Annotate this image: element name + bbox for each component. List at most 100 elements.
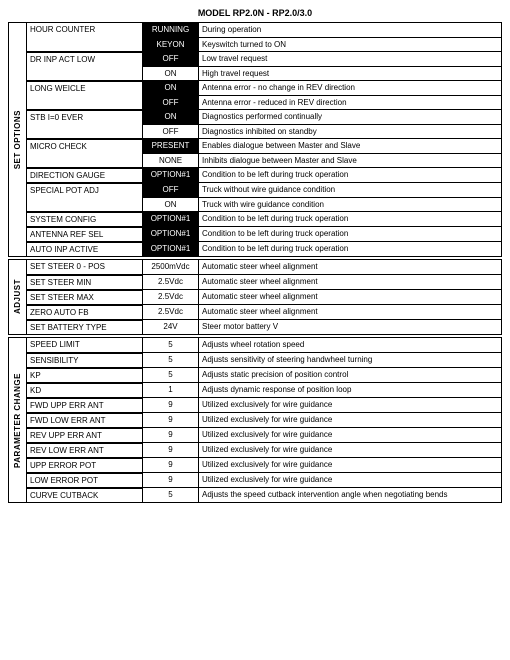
param-row: SET STEER 0 - POS2500mVdcAutomatic steer… <box>27 260 501 274</box>
param-group: SPECIAL POT ADJOFFTruck without wire gui… <box>27 182 501 211</box>
param-row: KD1Adjusts dynamic response of position … <box>27 383 501 397</box>
param-value: ON <box>143 197 199 211</box>
param-row: SET BATTERY TYPE24VSteer motor battery V <box>27 320 501 334</box>
param-row: STB I=0 EVERONDiagnostics performed cont… <box>27 110 501 124</box>
param-value: ON <box>143 110 199 124</box>
param-value: PRESENT <box>143 139 199 153</box>
param-group: LONG WEICLEONAntenna error - no change i… <box>27 80 501 109</box>
param-description: Adjusts sensitivity of steering handwhee… <box>199 353 501 367</box>
param-name: STB I=0 EVER <box>27 110 143 124</box>
param-value: 9 <box>143 428 199 442</box>
param-description: Diagnostics performed continually <box>199 110 501 124</box>
param-name: DIRECTION GAUGE <box>27 168 143 182</box>
param-row: DR INP ACT LOWOFFLow travel request <box>27 52 501 66</box>
param-description: Utilized exclusively for wire guidance <box>199 473 501 487</box>
param-group: STB I=0 EVERONDiagnostics performed cont… <box>27 109 501 138</box>
param-value: ON <box>143 66 199 80</box>
param-group: DIRECTION GAUGEOPTION#1Condition to be l… <box>27 167 501 182</box>
param-value: KEYON <box>143 37 199 51</box>
param-group: SYSTEM CONFIGOPTION#1Condition to be lef… <box>27 211 501 226</box>
param-group: SPEED LIMIT5Adjusts wheel rotation speed <box>27 338 501 352</box>
param-description: During operation <box>199 23 501 37</box>
param-group: UPP ERROR POT9Utilized exclusively for w… <box>27 457 501 472</box>
param-value: 2.5Vdc <box>143 275 199 289</box>
param-group: SET STEER 0 - POS2500mVdcAutomatic steer… <box>27 260 501 274</box>
section-label: PARAMETER CHANGE <box>9 338 27 502</box>
param-group: FWD LOW ERR ANT9Utilized exclusively for… <box>27 412 501 427</box>
param-group: SET STEER MAX2.5VdcAutomatic steer wheel… <box>27 289 501 304</box>
param-description: Truck with wire guidance condition <box>199 197 501 211</box>
param-name: HOUR COUNTER <box>27 23 143 37</box>
param-value: 2500mVdc <box>143 260 199 274</box>
param-row: SET STEER MIN2.5VdcAutomatic steer wheel… <box>27 275 501 289</box>
param-name: CURVE CUTBACK <box>27 488 143 502</box>
param-name: SPEED LIMIT <box>27 338 143 352</box>
param-name: DR INP ACT LOW <box>27 66 143 80</box>
param-group: HOUR COUNTERRUNNINGDuring operation HOUR … <box>27 23 501 51</box>
param-description: Condition to be left during truck operat… <box>199 227 501 241</box>
param-row: LOW ERROR POT9Utilized exclusively for w… <box>27 473 501 487</box>
param-row: SPECIAL POT ADJONTruck with wire guidanc… <box>27 197 501 211</box>
param-group: CURVE CUTBACK5Adjusts the speed cutback … <box>27 487 501 502</box>
param-value: OFF <box>143 124 199 138</box>
rows: SPEED LIMIT5Adjusts wheel rotation speed… <box>27 338 501 502</box>
param-group: SENSIBILITY5Adjusts sensitivity of steer… <box>27 352 501 367</box>
param-row: KP5Adjusts static precision of position … <box>27 368 501 382</box>
param-row: REV UPP ERR ANT9Utilized exclusively for… <box>27 428 501 442</box>
param-description: Low travel request <box>199 52 501 66</box>
param-value: OFF <box>143 52 199 66</box>
param-row: DR INP ACT LOWONHigh travel request <box>27 66 501 80</box>
param-description: Condition to be left during truck operat… <box>199 242 501 256</box>
param-value: 5 <box>143 368 199 382</box>
section-label: SET OPTIONS <box>9 23 27 256</box>
param-row: FWD UPP ERR ANT9Utilized exclusively for… <box>27 398 501 412</box>
param-group: ZERO AUTO FB2.5VdcAutomatic steer wheel … <box>27 304 501 319</box>
page-title: MODEL RP2.0N - RP2.0/3.0 <box>8 8 502 18</box>
param-name: SENSIBILITY <box>27 353 143 367</box>
param-group: FWD UPP ERR ANT9Utilized exclusively for… <box>27 397 501 412</box>
param-value: 9 <box>143 458 199 472</box>
param-description: Adjusts static precision of position con… <box>199 368 501 382</box>
param-value: 9 <box>143 443 199 457</box>
param-row: STB I=0 EVEROFFDiagnostics inhibited on … <box>27 124 501 138</box>
param-group: SET STEER MIN2.5VdcAutomatic steer wheel… <box>27 274 501 289</box>
param-value: RUNNING <box>143 23 199 37</box>
param-value: OFF <box>143 183 199 197</box>
param-value: OPTION#1 <box>143 242 199 256</box>
section-parameter-change: PARAMETER CHANGESPEED LIMIT5Adjusts whee… <box>8 337 502 503</box>
param-description: Steer motor battery V <box>199 320 501 334</box>
param-name: SET STEER MAX <box>27 290 143 304</box>
param-name: SYSTEM CONFIG <box>27 212 143 226</box>
param-name: SPECIAL POT ADJ <box>27 183 143 197</box>
param-name: SPECIAL POT ADJ <box>27 197 143 211</box>
param-value: 1 <box>143 383 199 397</box>
param-group: REV LOW ERR ANT9Utilized exclusively for… <box>27 442 501 457</box>
param-description: Condition to be left during truck operat… <box>199 212 501 226</box>
param-group: ANTENNA REF SELOPTION#1Condition to be l… <box>27 226 501 241</box>
param-description: Adjusts dynamic response of position loo… <box>199 383 501 397</box>
param-name: KP <box>27 368 143 382</box>
param-value: OPTION#1 <box>143 227 199 241</box>
param-name: MICRO CHECK <box>27 139 143 153</box>
param-row: MICRO CHECKNONEInhibits dialogue between… <box>27 153 501 167</box>
param-row: MICRO CHECKPRESENTEnables dialogue betwe… <box>27 139 501 153</box>
param-row: ZERO AUTO FB2.5VdcAutomatic steer wheel … <box>27 305 501 319</box>
section-set-options: SET OPTIONSHOUR COUNTERRUNNINGDuring ope… <box>8 22 502 257</box>
param-name: FWD LOW ERR ANT <box>27 413 143 427</box>
param-row: SENSIBILITY5Adjusts sensitivity of steer… <box>27 353 501 367</box>
param-value: OFF <box>143 95 199 109</box>
param-value: OPTION#1 <box>143 212 199 226</box>
param-value: 5 <box>143 353 199 367</box>
param-value: 5 <box>143 488 199 502</box>
rows: SET STEER 0 - POS2500mVdcAutomatic steer… <box>27 260 501 334</box>
param-name: HOUR COUNTER <box>27 37 143 51</box>
param-row: LONG WEICLEONAntenna error - no change i… <box>27 81 501 95</box>
param-name: KD <box>27 383 143 397</box>
section-adjust: ADJUSTSET STEER 0 - POS2500mVdcAutomatic… <box>8 259 502 335</box>
param-value: 9 <box>143 398 199 412</box>
param-group: AUTO INP ACTIVEOPTION#1Condition to be l… <box>27 241 501 256</box>
param-value: ON <box>143 81 199 95</box>
param-name: REV LOW ERR ANT <box>27 443 143 457</box>
param-description: Inhibits dialogue between Master and Sla… <box>199 153 501 167</box>
param-value: 9 <box>143 413 199 427</box>
